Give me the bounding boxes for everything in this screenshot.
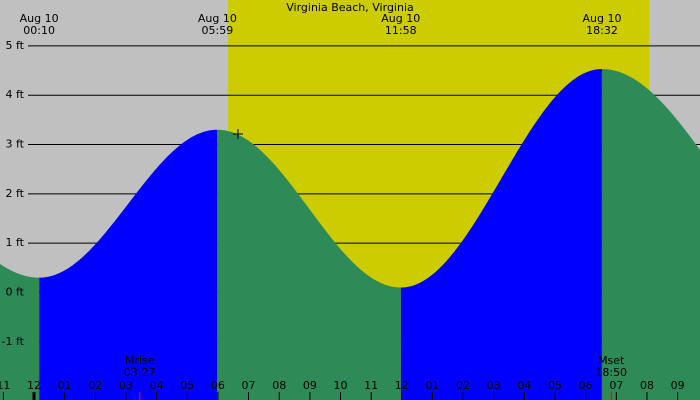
x-tick-label: 04 — [517, 379, 531, 392]
time-marker — [233, 129, 243, 139]
x-tick-label: 01 — [58, 379, 72, 392]
event-time: 18:32 — [586, 24, 618, 37]
tide-area — [400, 69, 602, 400]
event-time: 05:59 — [202, 24, 234, 37]
x-tick-label: 10 — [333, 379, 347, 392]
y-tick-label: 3 ft — [6, 138, 25, 151]
tide-area — [39, 129, 218, 400]
y-tick-label: 1 ft — [6, 236, 25, 249]
y-tick-label: 4 ft — [6, 88, 25, 101]
moon-label: Mrise — [125, 354, 155, 367]
moon-label: Mset — [598, 354, 625, 367]
x-tick-label: 02 — [456, 379, 470, 392]
tide-area — [217, 129, 401, 400]
x-tick-label: 08 — [640, 379, 654, 392]
x-tick-label: 08 — [272, 379, 286, 392]
y-tick-label: 2 ft — [6, 187, 25, 200]
y-tick-label: 5 ft — [6, 39, 25, 52]
x-tick-label: 12 — [395, 379, 409, 392]
x-tick-label: 01 — [425, 379, 439, 392]
x-tick-label: 02 — [88, 379, 102, 392]
event-time: 00:10 — [23, 24, 55, 37]
event-time: 11:58 — [385, 24, 417, 37]
moon-time: 03:27 — [124, 366, 156, 379]
x-tick-label: 03 — [119, 379, 133, 392]
x-tick-label: 09 — [303, 379, 317, 392]
x-tick-label: 12 — [27, 379, 41, 392]
x-tick-label: 07 — [242, 379, 256, 392]
event-date: Aug 10 — [583, 12, 622, 25]
x-tick-label: 06 — [211, 379, 225, 392]
event-date: Aug 10 — [20, 12, 59, 25]
x-tick-label: 05 — [180, 379, 194, 392]
x-tick-label: 09 — [671, 379, 685, 392]
x-tick-label: 05 — [548, 379, 562, 392]
x-tick-label: 11 — [364, 379, 378, 392]
tide-area — [601, 69, 700, 400]
y-tick-label: 0 ft — [6, 285, 25, 298]
tide-area — [0, 263, 40, 400]
y-tick-label: -1 ft — [2, 335, 25, 348]
x-tick-label: 07 — [609, 379, 623, 392]
event-date: Aug 10 — [198, 12, 237, 25]
moon-time: 18:50 — [595, 366, 627, 379]
chart-title: Virginia Beach, Virginia — [286, 1, 414, 14]
x-tick-label: 11 — [0, 379, 10, 392]
x-tick-label: 03 — [487, 379, 501, 392]
event-date: Aug 10 — [381, 12, 420, 25]
x-tick-label: 04 — [150, 379, 164, 392]
x-tick-label: 06 — [579, 379, 593, 392]
